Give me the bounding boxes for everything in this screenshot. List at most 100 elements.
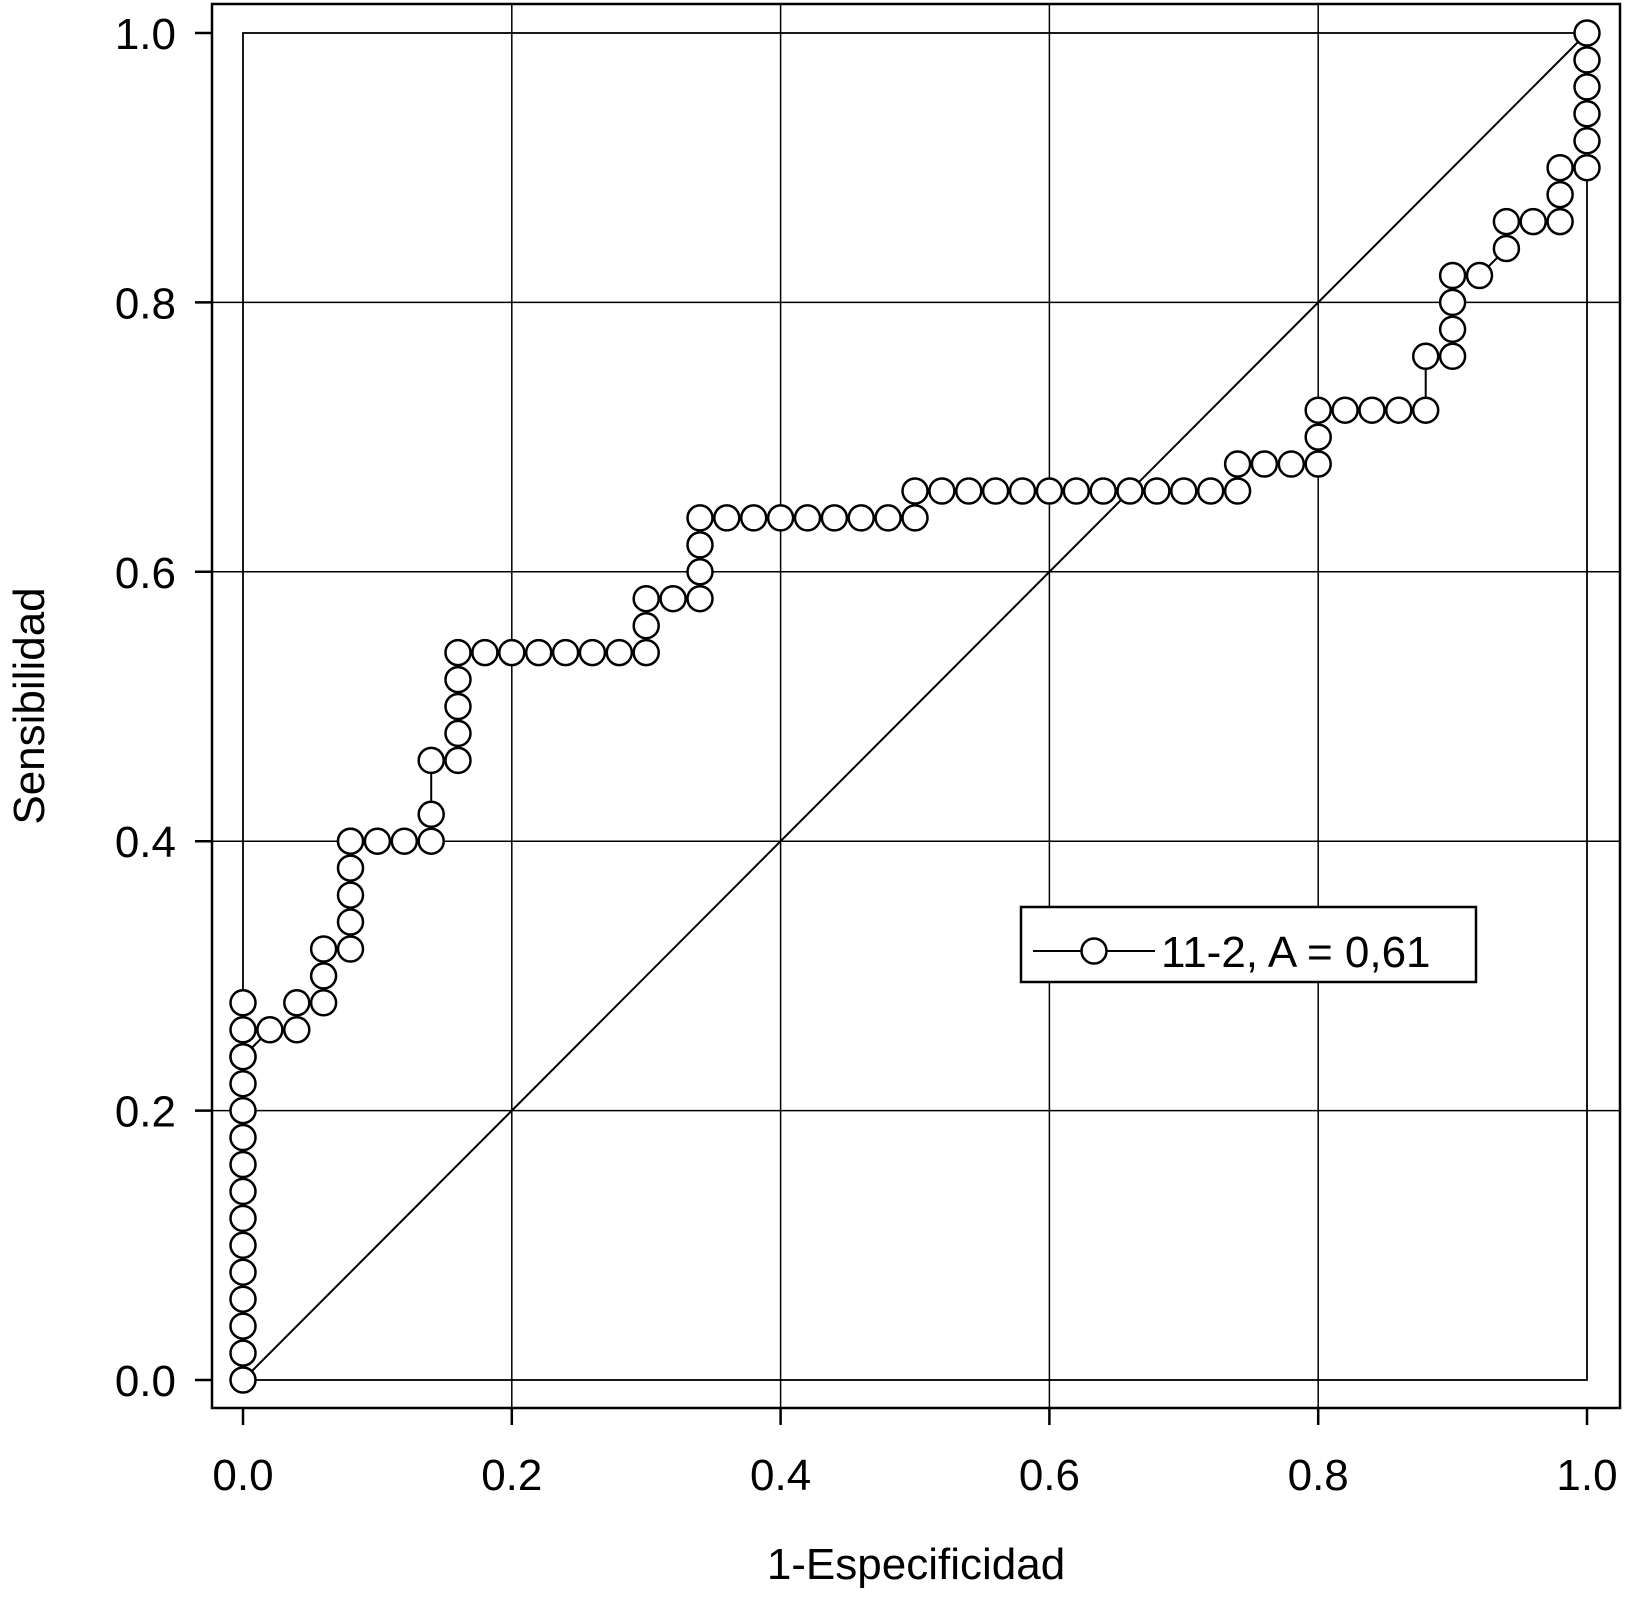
y-tick-label: 0.6: [115, 549, 176, 598]
roc-point: [1573, 100, 1601, 128]
roc-point: [632, 584, 660, 613]
y-tick-label: 0.8: [115, 279, 176, 328]
roc-point: [524, 638, 553, 667]
roc-series: [229, 19, 1601, 1394]
roc-point: [256, 1016, 284, 1044]
roc-point: [1170, 477, 1198, 505]
roc-point: [444, 746, 472, 775]
x-tick-label: 1.0: [1556, 1451, 1617, 1500]
roc-point: [686, 531, 714, 559]
roc-point: [336, 935, 365, 963]
plot-frame: [210, 2, 1622, 1410]
roc-point: [847, 504, 875, 532]
roc-point: [632, 638, 660, 667]
roc-point: [632, 611, 660, 640]
roc-point: [1008, 477, 1037, 505]
x-tick-label: 0.0: [212, 1451, 273, 1500]
roc-point: [1546, 153, 1574, 182]
roc-point: [336, 908, 365, 936]
roc-point: [1385, 396, 1413, 424]
roc-point: [1438, 288, 1467, 317]
roc-point: [363, 827, 392, 855]
roc-point: [901, 504, 929, 532]
roc-point: [1304, 396, 1332, 424]
roc-point: [283, 1016, 311, 1044]
legend-label: 11-2, A = 0,61: [1161, 928, 1431, 977]
roc-point: [1277, 450, 1306, 478]
y-tick-label: 0.0: [115, 1357, 176, 1406]
roc-point: [498, 638, 526, 667]
roc-point: [390, 827, 419, 855]
roc-point: [1546, 207, 1574, 236]
roc-point: [1196, 477, 1225, 505]
roc-point: [659, 584, 687, 613]
roc-point: [229, 1123, 257, 1152]
roc-point: [229, 1069, 257, 1098]
roc-point: [1573, 153, 1601, 182]
roc-point: [981, 477, 1010, 505]
legend: 11-2, A = 0,61: [1019, 905, 1478, 984]
roc-point: [444, 638, 472, 667]
roc-point: [766, 504, 795, 532]
roc-point: [309, 935, 338, 963]
roc-point: [1304, 450, 1332, 478]
roc-point: [283, 989, 311, 1017]
roc-point: [874, 504, 902, 532]
roc-point: [229, 1204, 257, 1233]
roc-point: [578, 638, 607, 667]
data-boundary: [242, 32, 1588, 1381]
roc-point: [1573, 127, 1601, 155]
roc-point: [1438, 342, 1467, 371]
roc-point: [1438, 315, 1467, 344]
roc-point: [1089, 477, 1117, 505]
roc-point: [1519, 207, 1547, 236]
roc-point: [1304, 423, 1332, 451]
roc-point: [444, 719, 472, 748]
roc-point: [1573, 46, 1601, 74]
roc-point: [1223, 477, 1252, 505]
roc-point: [229, 1016, 257, 1044]
axes: 0.0 0.2 0.4 0.6 0.8 1.0 0.0 0.2 0.4 0.6 0.8 1.0: [115, 10, 1618, 1500]
roc-point: [1411, 342, 1440, 371]
roc-point: [901, 477, 929, 505]
roc-point: [444, 665, 472, 694]
roc-point: [1411, 396, 1440, 424]
roc-point: [336, 827, 365, 855]
roc-point: [229, 989, 257, 1017]
roc-point: [336, 881, 365, 909]
roc-point: [955, 477, 983, 505]
roc-point: [309, 989, 338, 1017]
roc-point: [1573, 19, 1601, 47]
roc-point: [1116, 477, 1144, 505]
roc-point: [417, 800, 445, 829]
roc-point: [686, 584, 714, 613]
y-axis-title: Sensibilidad: [5, 587, 54, 824]
roc-point: [417, 746, 445, 775]
roc-point: [1331, 396, 1359, 424]
roc-point: [229, 1285, 257, 1313]
roc-point: [686, 558, 714, 586]
y-tick-label: 0.2: [115, 1088, 176, 1137]
roc-point: [686, 504, 714, 532]
roc-point: [820, 504, 849, 532]
roc-point: [336, 854, 365, 882]
roc-point: [1546, 180, 1574, 209]
roc-point: [551, 638, 580, 667]
grid: [212, 4, 1620, 1408]
roc-point: [229, 1096, 257, 1125]
roc-point: [1035, 477, 1064, 505]
roc-point: [1250, 450, 1279, 478]
roc-point: [1492, 207, 1521, 236]
roc-point: [229, 1177, 257, 1206]
reference-diagonal: [242, 32, 1588, 1381]
x-tick-label: 0.4: [750, 1451, 811, 1500]
roc-point: [444, 692, 472, 721]
roc-point: [471, 638, 499, 667]
roc-point: [739, 504, 768, 532]
roc-point: [1492, 234, 1521, 263]
diagonal-line: [242, 32, 1588, 1381]
roc-point: [605, 638, 634, 667]
roc-point: [229, 1042, 257, 1071]
roc-point: [229, 1366, 257, 1394]
